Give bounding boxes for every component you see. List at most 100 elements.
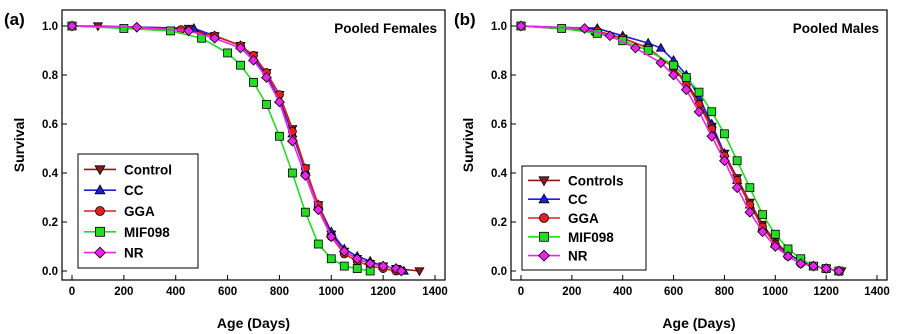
x-axis-label: Age (Days) [662,315,735,331]
data-point-nr [209,32,220,44]
panel-letter: (a) [4,10,25,29]
data-point-mif098 [236,60,245,70]
data-point-nr [820,263,832,274]
data-point-nr [287,135,298,147]
data-point-nr [274,96,285,108]
legend-marker-control [538,176,550,187]
x-tick-label: 0 [69,286,75,298]
data-point-nr [66,20,78,32]
panel-letter: (b) [454,10,476,29]
panel-title: Pooled Females [334,21,437,36]
data-point-mif098 [326,254,336,264]
legend-label-cc: CC [124,183,144,198]
data-point-mif098 [758,210,767,220]
data-point-mif098 [720,129,729,139]
y-tick-label: 1.0 [491,21,507,33]
x-tick-label: 1000 [762,286,788,298]
data-point-nr [693,106,705,118]
x-tick-label: 1200 [813,286,839,298]
y-tick-label: 0.8 [42,70,59,82]
data-point-nr [377,260,389,272]
panel-title: Pooled Males [793,21,879,36]
data-point-mif098 [287,168,297,178]
x-tick-label: 200 [562,286,581,298]
data-point-nr [719,155,730,167]
legend-label-gga: GGA [568,211,599,226]
data-point-nr [579,23,590,34]
data-point-mif098 [352,264,362,273]
legend-label-nr: NR [124,246,144,261]
data-point-mif098 [669,60,678,70]
data-point-nr [744,206,756,218]
data-point-cc [655,42,666,52]
y-tick-label: 0.4 [42,168,59,180]
data-point-nr [390,263,402,274]
data-point-mif098 [249,77,258,87]
y-axis-label: Survival [11,118,27,172]
data-point-nr [515,20,527,32]
legend-marker-gga [95,206,105,216]
data-point-mif098 [119,24,129,33]
series-line-mif098 [71,25,371,272]
x-tick-label: 1200 [370,286,396,298]
y-tick-label: 0.0 [42,266,58,278]
x-tick-label: 400 [613,286,632,298]
x-tick-label: 0 [518,286,524,298]
data-point-nr [833,265,845,277]
data-point-nr [731,182,743,194]
x-tick-label: 800 [270,286,289,298]
data-point-nr [235,42,246,54]
data-point-nr [364,258,376,270]
x-tick-label: 1000 [318,286,344,298]
data-point-nr [795,258,807,270]
legend-marker-cc [94,184,106,195]
y-tick-label: 0.8 [491,70,508,82]
legend-marker-cc [538,193,550,204]
chart-panel-b: (b) Pooled Males 0.0 0.2 0.4 0.6 0.8 1.0 0 200 400… [454,9,890,331]
series-line-gga [71,25,397,272]
data-point-nr [312,204,324,216]
series-nr [515,20,845,277]
data-point-nr [261,72,272,83]
y-tick-label: 0.6 [491,119,507,131]
legend-label-control: Controls [568,173,624,188]
y-tick-label: 0.0 [491,266,507,278]
data-point-mif098 [770,229,780,239]
data-point-nr [782,250,794,262]
data-point-nr [604,30,616,42]
data-point-nr [131,21,143,33]
y-tick-label: 0.4 [491,168,508,180]
legend-label-cc: CC [568,192,588,207]
legend: Control CC GGA MIF098 NR [77,153,199,269]
data-point-nr [299,170,311,181]
data-point-nr [769,241,781,252]
y-tick-label: 0.6 [42,119,58,131]
data-point-mif098 [313,239,323,249]
plot-frame [61,9,446,281]
x-tick-label: 600 [664,286,683,298]
plot-frame [510,9,888,281]
y-tick-label: 0.2 [491,217,507,229]
legend-label-gga: GGA [124,204,155,219]
data-point-mif098 [707,107,717,117]
data-point-nr [668,69,679,81]
data-point-mif098 [732,156,742,166]
x-tick-label: 400 [166,286,185,298]
data-point-nr [630,42,641,54]
data-point-mif098 [694,87,704,97]
x-axis-label: Age (Days) [217,315,290,331]
data-point-nr [351,253,363,265]
legend-label-mif098: MIF098 [568,230,614,245]
chart-panel-a: (a) Pooled Females 0.0 0.2 0.4 0.6 0.8 1.0 0 200 4… [4,9,448,331]
y-axis-label: Survival [460,118,476,172]
legend-marker-mif098 [95,226,105,237]
legend-marker-nr [94,246,106,259]
series-nr [66,20,407,277]
x-tick-label: 800 [715,286,734,298]
data-point-mif098 [339,261,349,271]
data-point-mif098 [745,183,755,193]
legend-marker-nr [538,249,550,262]
data-point-nr [680,84,692,96]
data-point-nr [395,265,407,277]
